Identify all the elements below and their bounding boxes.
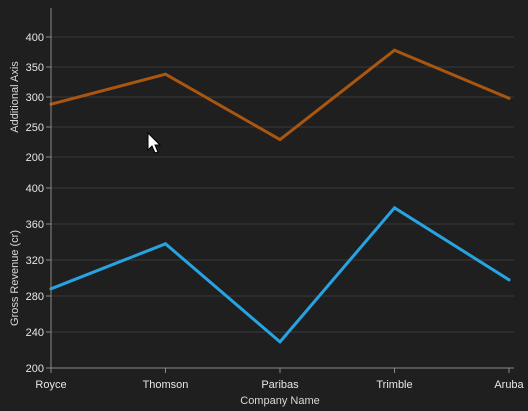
data-point (278, 138, 282, 142)
y-tick-label: 400 (26, 183, 44, 195)
y-tick-label: 320 (26, 255, 44, 267)
series-line-additional (49, 48, 511, 142)
data-point (507, 96, 511, 100)
y-tick-label: 350 (26, 62, 44, 74)
series-layer (49, 48, 511, 344)
y-tick-label: 300 (26, 92, 44, 104)
y-tick-label: 200 (26, 363, 44, 375)
data-point (393, 48, 396, 52)
axis-layer (46, 8, 514, 373)
y-tick-label: 240 (26, 327, 44, 339)
x-tick-label: Royce (35, 379, 66, 391)
arrow-cursor (147, 131, 162, 154)
y-tick-label: 200 (26, 152, 44, 164)
y-axis-title-additional: Additional Axis (9, 61, 21, 133)
y-tick-label: 250 (26, 122, 44, 134)
x-axis-title: Company Name (240, 395, 319, 407)
y-tick-label: 360 (26, 219, 44, 231)
x-tick-label: Thomson (143, 379, 189, 391)
data-point (164, 242, 167, 246)
x-tick-label: Aruba (494, 379, 524, 391)
series-line-gross-revenue (49, 206, 511, 344)
data-point (278, 340, 282, 344)
data-point (393, 206, 396, 210)
y-tick-label: 400 (26, 32, 44, 44)
x-tick-label: Paribas (261, 379, 299, 391)
label-layer: 200 250 300 350 400 200 240 280 320 360 400 Royce Th… (26, 32, 525, 391)
y-axis-title-gross-revenue: Gross Revenue (cr) (9, 230, 21, 326)
x-tick-label: Trimble (376, 379, 412, 391)
y-tick-label: 280 (26, 291, 44, 303)
data-point (164, 72, 167, 76)
data-point (507, 278, 511, 282)
